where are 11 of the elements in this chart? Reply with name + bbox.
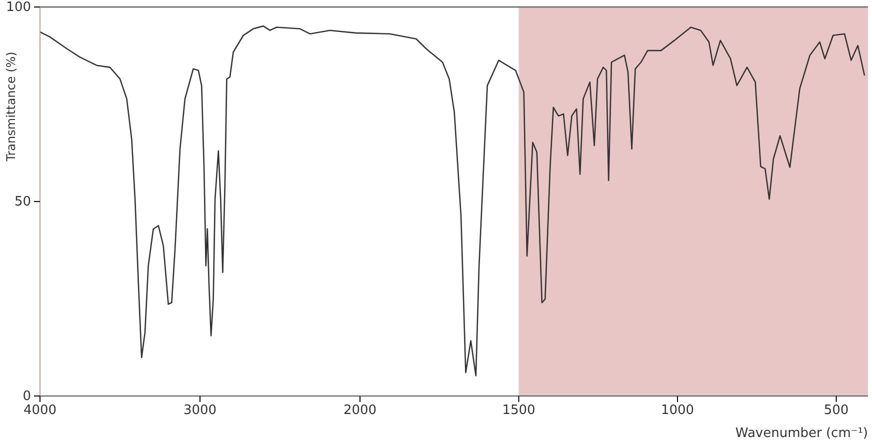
y-axis-title: Transmittance (%) [4, 52, 18, 162]
y-tick-label: 100 [6, 0, 31, 16]
x-tick-label: 2000 [343, 403, 377, 418]
y-tick-label: 50 [14, 194, 31, 210]
x-tick-label: 1000 [660, 403, 694, 418]
x-tick-label: 500 [824, 403, 849, 418]
x-tick-label: 1500 [502, 403, 536, 418]
x-tick-label: 3000 [183, 403, 217, 418]
y-tick-label: 0 [22, 389, 31, 404]
x-tick-label: 4000 [23, 403, 57, 418]
x-axis-title: Wavenumber (cm⁻¹) [735, 426, 868, 441]
